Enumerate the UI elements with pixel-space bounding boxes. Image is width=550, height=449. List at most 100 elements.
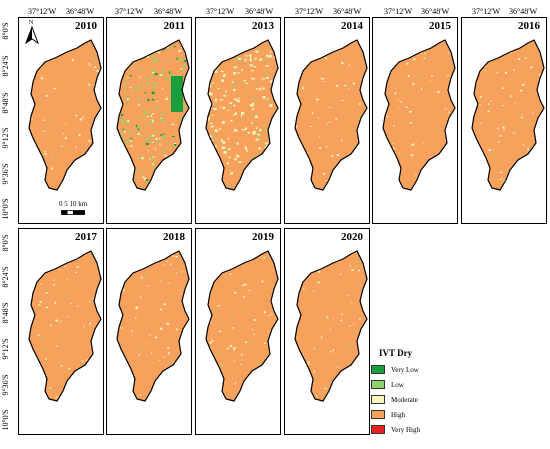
class-patch-low: [255, 131, 258, 134]
class-patch-low: [182, 104, 186, 108]
class-patch-mod: [131, 330, 133, 333]
class-patch-low: [170, 164, 172, 167]
class-patch-mod: [220, 106, 222, 108]
class-patch-low: [512, 92, 515, 94]
class-patch-mod: [102, 328, 103, 330]
class-patch-mod: [34, 396, 36, 398]
class-patch-low: [210, 160, 212, 162]
class-patch-low: [266, 42, 268, 44]
class-patch-mod: [424, 52, 426, 55]
class-patch-mod: [209, 122, 213, 125]
class-patch-mod: [336, 384, 339, 387]
lon-label: 36°48'W: [154, 7, 183, 16]
class-patch-low: [133, 89, 136, 92]
class-patch-mod: [160, 117, 162, 119]
panel-year: 2020: [341, 231, 363, 243]
region-map-svg: [382, 39, 458, 191]
class-patch-mod: [226, 347, 229, 350]
class-patch-low: [216, 48, 219, 50]
class-patch-mod: [470, 84, 472, 86]
class-patch-mod: [522, 144, 525, 146]
class-patch-mod: [219, 127, 221, 130]
class-patch-low: [127, 395, 129, 397]
class-patch-mod: [253, 319, 256, 321]
class-patch-mod: [215, 156, 219, 159]
class-patch-low: [145, 138, 149, 141]
class-patch-low: [185, 161, 189, 163]
class-patch-mod: [448, 111, 450, 114]
class-patch-mod: [222, 141, 226, 144]
class-patch-mod: [222, 121, 225, 124]
class-patch-mod: [82, 116, 85, 118]
class-patch-mod: [231, 327, 234, 329]
class-patch-mod: [245, 341, 248, 344]
class-patch-vlow: [132, 189, 135, 190]
class-patch-mod: [476, 45, 479, 48]
class-patch-mod: [119, 163, 121, 165]
class-patch-mod: [423, 57, 425, 59]
class-patch-mod: [258, 392, 260, 394]
class-patch-mod: [279, 62, 282, 63]
class-patch-mod: [59, 192, 60, 194]
class-patch-mod: [273, 182, 276, 184]
class-patch-mod: [349, 265, 351, 267]
class-patch-low: [184, 103, 186, 106]
class-patch-mod: [53, 88, 56, 90]
class-patch-mod: [171, 123, 175, 126]
class-patch-low: [261, 48, 263, 51]
class-patch-low: [162, 119, 165, 122]
class-patch-low: [166, 142, 168, 146]
class-patch-mod: [230, 120, 233, 122]
class-patch-mod: [240, 364, 242, 365]
class-patch-mod: [344, 85, 347, 87]
class-patch-mod: [303, 41, 306, 44]
class-patch-mod: [252, 132, 256, 135]
class-patch-mod: [123, 161, 127, 164]
class-patch-low: [121, 119, 124, 122]
class-patch-low: [178, 188, 181, 190]
class-patch-mod: [159, 253, 162, 256]
class-patch-low: [123, 172, 127, 176]
class-patch-low: [158, 298, 160, 300]
class-patch-mod: [456, 137, 458, 138]
class-patch-mod: [163, 356, 165, 358]
class-patch-mod: [221, 41, 226, 44]
class-patch-low: [152, 86, 156, 89]
class-patch-mod: [272, 136, 276, 140]
class-patch-low: [139, 114, 141, 116]
class-patch-mod: [161, 88, 164, 90]
class-patch-mod: [173, 62, 174, 64]
class-patch-vlow: [121, 114, 124, 117]
class-patch-mod: [157, 51, 160, 53]
class-patch-mod: [277, 122, 278, 125]
class-patch-low: [74, 44, 77, 46]
panel-year: 2016: [518, 20, 540, 32]
panel-year: 2010: [75, 20, 97, 32]
class-patch-low: [267, 99, 269, 102]
class-patch-low: [231, 54, 234, 56]
class-patch-vlow: [189, 141, 191, 143]
class-patch-mod: [490, 100, 492, 102]
class-patch-mod: [499, 171, 503, 173]
class-patch-mod: [237, 97, 241, 99]
class-patch-mod: [60, 365, 63, 367]
class-patch-mod: [519, 90, 523, 92]
class-patch-mod: [34, 50, 37, 52]
class-patch-mod: [237, 72, 240, 74]
class-high-fill: [472, 40, 544, 190]
class-patch-mod: [233, 113, 236, 116]
class-patch-low: [39, 361, 41, 363]
class-patch-mod: [539, 155, 541, 157]
class-patch-mod: [366, 305, 367, 308]
class-patch-low: [179, 189, 182, 190]
class-patch-mod: [161, 45, 163, 48]
class-patch-low: [190, 311, 192, 312]
class-patch-vlow: [127, 188, 129, 190]
class-patch-mod: [398, 99, 399, 101]
class-patch-mod: [353, 323, 355, 325]
class-patch-mod: [527, 184, 530, 186]
class-patch-mod: [312, 112, 314, 114]
class-patch-low: [150, 142, 154, 145]
class-patch-mod: [248, 54, 252, 57]
class-patch-low: [303, 85, 306, 87]
